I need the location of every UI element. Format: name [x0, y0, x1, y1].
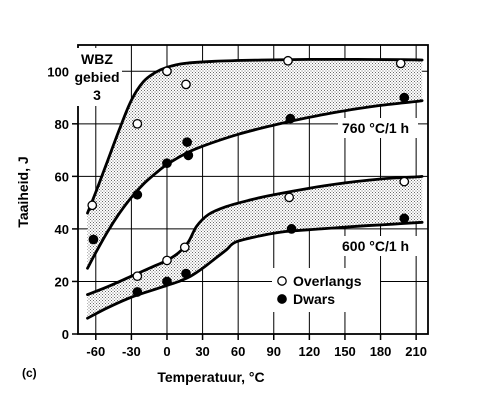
- panel-label: (c): [22, 366, 37, 380]
- y-tick-label: 100: [47, 64, 69, 79]
- x-axis-title: Temperatuur, °C: [157, 369, 264, 385]
- x-tick-label: 180: [370, 344, 392, 359]
- x-tick-label: 150: [334, 344, 356, 359]
- data-point-dwars: [88, 234, 99, 245]
- x-tick-labels: -60 -30 0 30 60 90 120 150 180 210: [86, 344, 427, 359]
- wbz-label-line2: gebied: [74, 69, 119, 85]
- y-axis-title: Taaiheid, J: [15, 156, 31, 227]
- data-point-dwars: [181, 268, 191, 279]
- data-point-overlangs: [395, 58, 406, 69]
- y-tick-label: 40: [55, 222, 69, 237]
- y-tick-label: 0: [62, 327, 69, 342]
- y-tick-labels: 0 20 40 60 80 100: [47, 64, 69, 342]
- data-point-dwars: [399, 92, 410, 103]
- legend-marker-overlangs: [277, 276, 287, 286]
- label-760-background: [338, 118, 418, 138]
- legend: Overlangs Dwars: [277, 273, 362, 307]
- data-point-overlangs: [162, 66, 172, 77]
- legend-label-dwars: Dwars: [293, 291, 335, 307]
- band-upper-curve: [86, 175, 424, 296]
- band-label-600: 600 °C/1 h: [342, 238, 409, 254]
- legend-label-overlangs: Overlangs: [293, 273, 362, 289]
- x-tick-label: 210: [405, 344, 427, 359]
- data-point-overlangs: [132, 271, 143, 282]
- x-tick-label: 60: [231, 344, 245, 359]
- y-tick-label: 20: [55, 274, 69, 289]
- band-label-760: 760 °C/1 h: [342, 120, 409, 136]
- data-point-dwars: [286, 224, 297, 234]
- data-point-overlangs: [132, 118, 143, 129]
- data-point-dwars: [132, 287, 143, 297]
- data-point-overlangs: [284, 192, 295, 203]
- data-point-dwars: [183, 150, 194, 161]
- data-point-dwars: [162, 158, 172, 169]
- x-tick-label: 0: [163, 344, 170, 359]
- data-point-dwars: [132, 189, 143, 200]
- band-lower-curve: [86, 220, 424, 320]
- y-tick-label: 60: [55, 169, 69, 184]
- x-tick-label: 90: [267, 344, 281, 359]
- data-point-dwars: [162, 276, 172, 287]
- data-points: [87, 55, 410, 297]
- wbz-label-line3: 3: [93, 87, 101, 103]
- x-tick-label: 120: [299, 344, 321, 359]
- plot-border: [77, 44, 429, 335]
- wbz-label-line1: WBZ: [81, 51, 113, 67]
- data-point-overlangs: [162, 255, 172, 266]
- x-tick-label: 30: [195, 344, 209, 359]
- data-point-dwars: [285, 113, 296, 124]
- data-point-overlangs: [179, 242, 190, 253]
- legend-marker-dwars: [277, 294, 287, 304]
- data-point-overlangs: [283, 55, 293, 66]
- data-point-dwars: [182, 137, 193, 148]
- data-point-overlangs: [87, 200, 98, 211]
- label-600-background: [338, 236, 418, 256]
- y-tick-label: 80: [55, 117, 69, 132]
- x-tick-label: -60: [86, 344, 105, 359]
- data-point-overlangs: [181, 79, 191, 90]
- x-tick-label: -30: [122, 344, 141, 359]
- data-point-overlangs: [399, 176, 410, 187]
- legend-background: [272, 268, 380, 312]
- data-point-dwars: [399, 213, 410, 224]
- wbz-label-background: [72, 48, 122, 106]
